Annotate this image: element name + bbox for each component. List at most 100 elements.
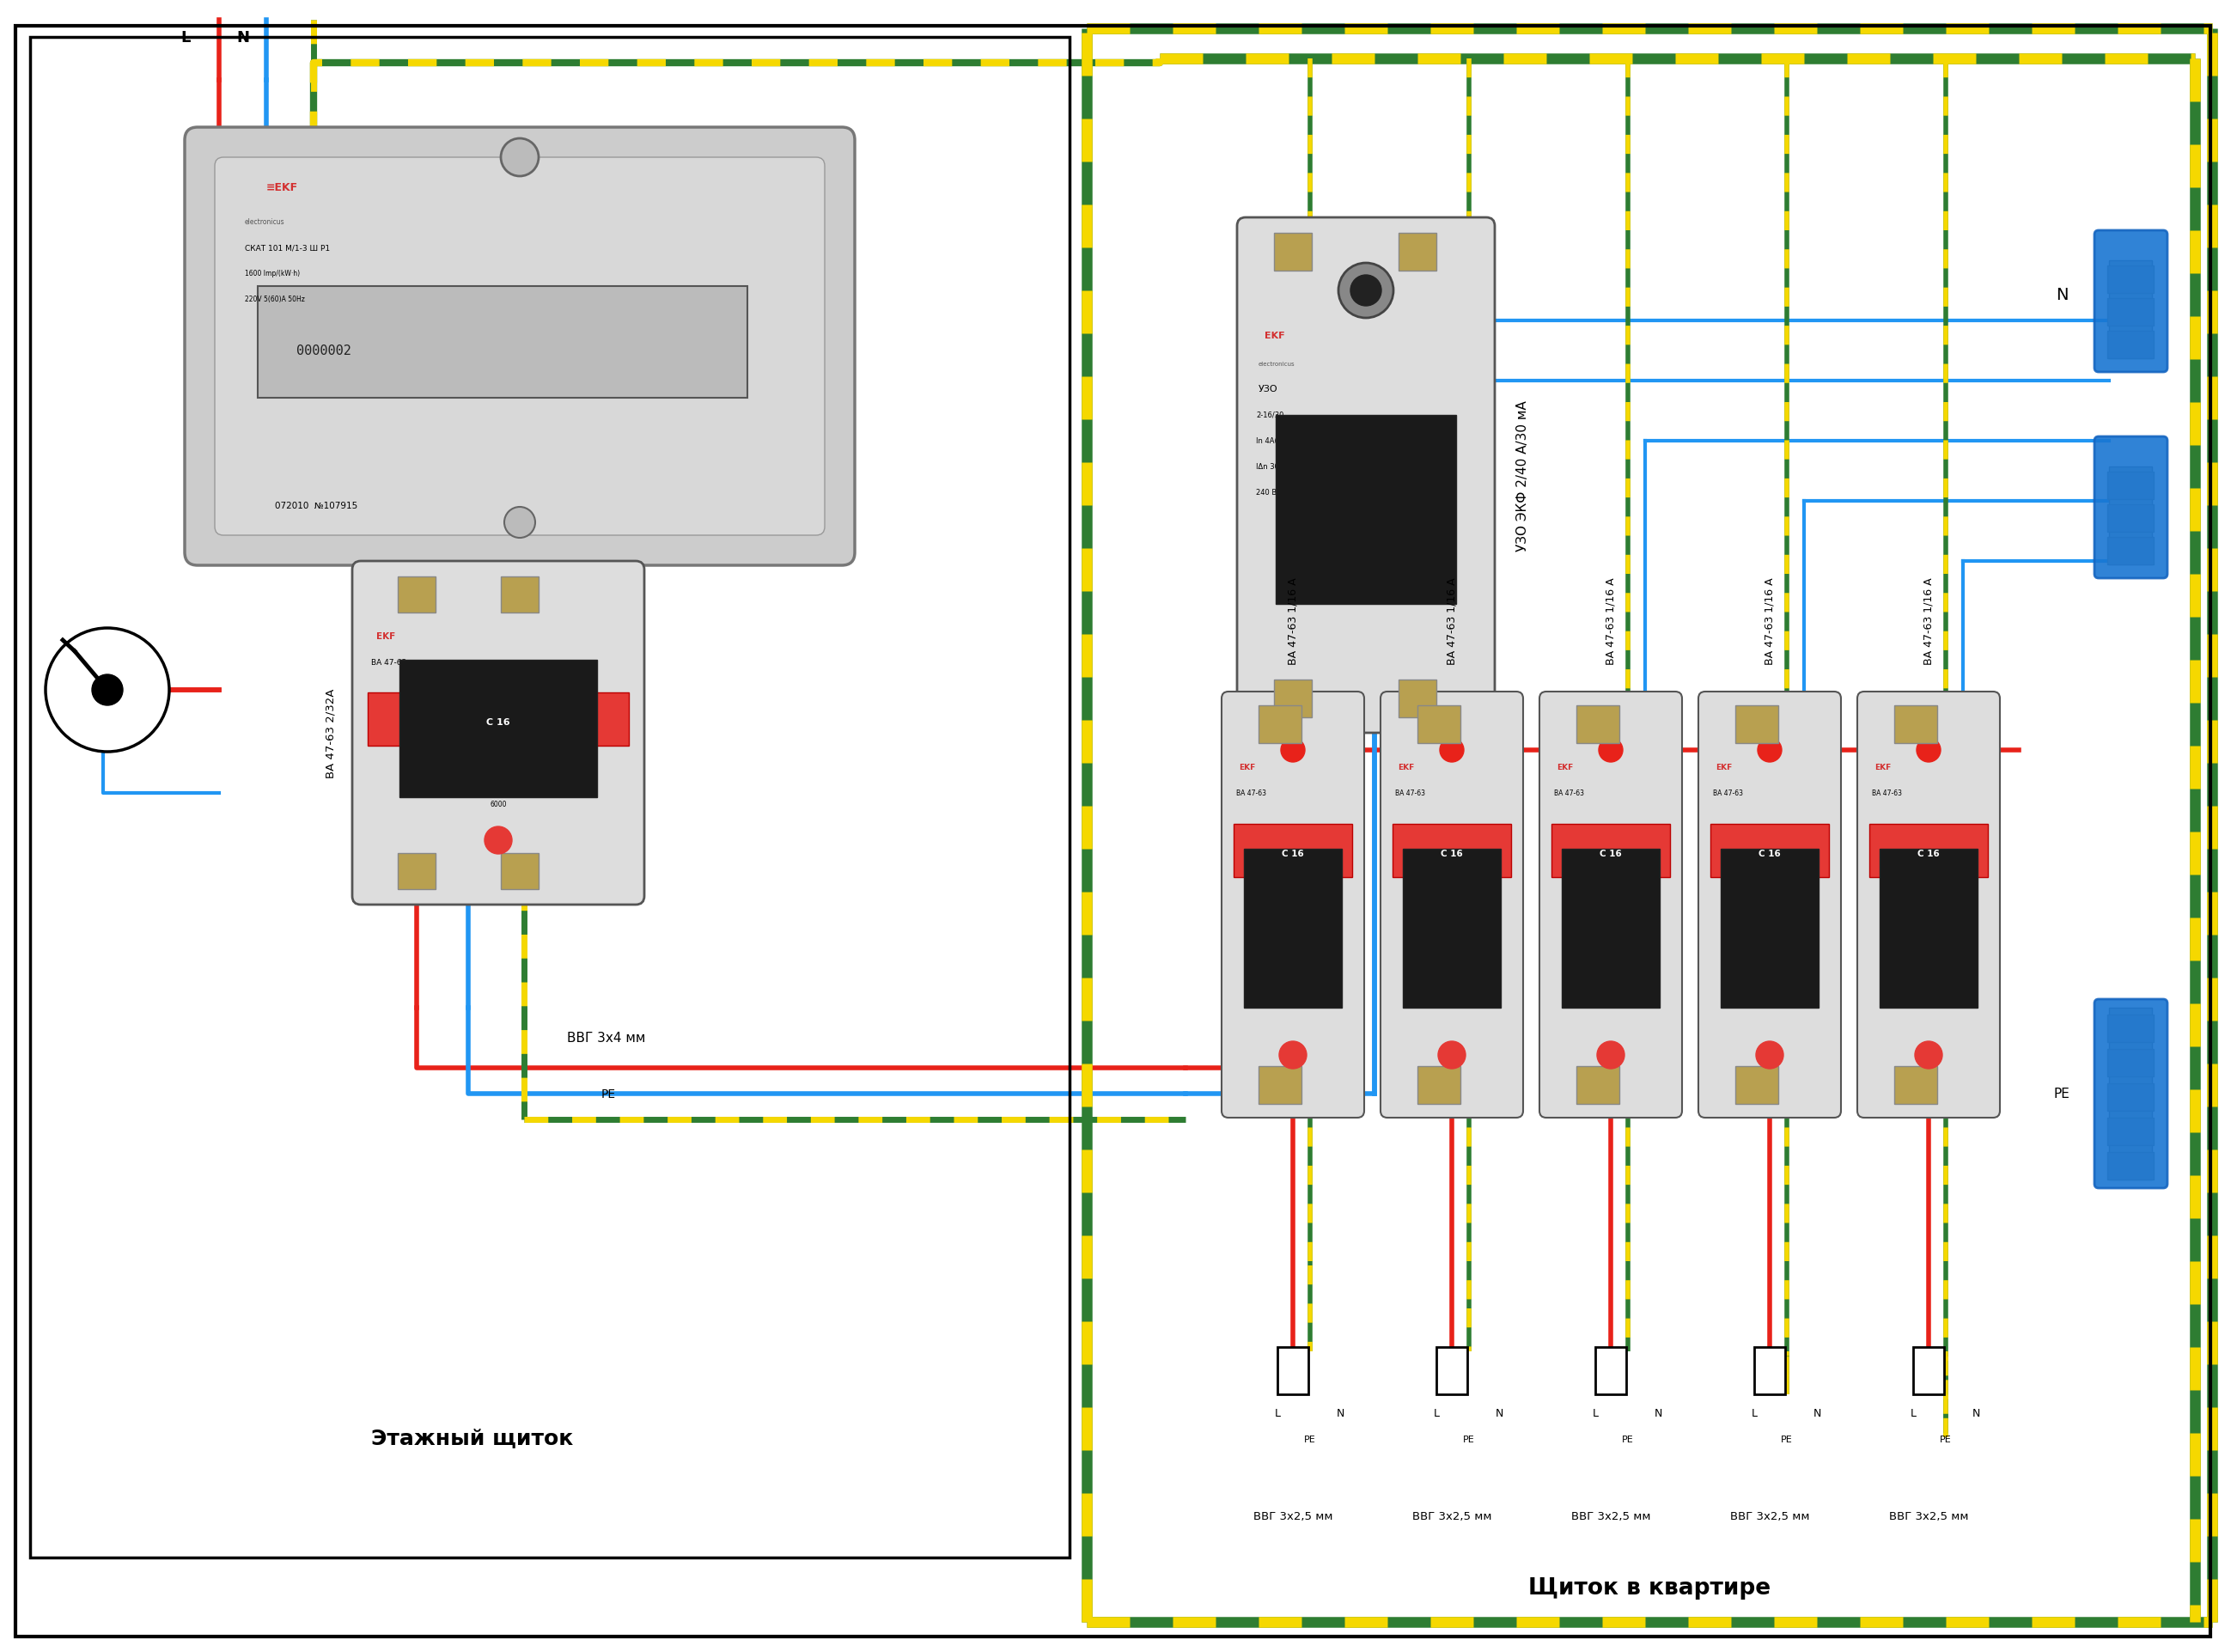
FancyBboxPatch shape — [215, 159, 825, 535]
Text: 6000: 6000 — [1922, 937, 1937, 942]
Bar — [1398, 233, 1436, 271]
Bar — [2107, 506, 2154, 532]
FancyBboxPatch shape — [1221, 692, 1365, 1118]
Circle shape — [1756, 1041, 1783, 1069]
Text: СКАТ 101 М/1-3 Ш Р1: СКАТ 101 М/1-3 Ш Р1 — [244, 244, 331, 253]
Bar — [1394, 824, 1510, 877]
Text: ВВГ 3х4 мм: ВВГ 3х4 мм — [566, 1031, 646, 1044]
Text: EKF: EKF — [1239, 763, 1255, 771]
Bar — [1895, 705, 1937, 743]
Bar — [2107, 299, 2154, 327]
Text: ВА 47-63 1/16 А: ВА 47-63 1/16 А — [1924, 577, 1935, 664]
Text: 1600 Imp/(kW·h): 1600 Imp/(kW·h) — [244, 269, 300, 278]
Bar — [1275, 681, 1311, 719]
FancyBboxPatch shape — [1237, 218, 1494, 733]
FancyBboxPatch shape — [1380, 692, 1523, 1118]
Bar — [501, 577, 539, 613]
Circle shape — [1338, 264, 1394, 319]
Text: IΔn 30 mA: IΔn 30 mA — [1255, 463, 1293, 471]
Text: ВА 47-63 1/16 А: ВА 47-63 1/16 А — [1447, 577, 1456, 664]
Bar — [1259, 705, 1302, 743]
Text: ЭКУBB: ЭКУBB — [1602, 907, 1622, 912]
Text: 072010  №107915: 072010 №107915 — [275, 502, 358, 510]
Circle shape — [1758, 738, 1781, 763]
Text: In 4A(2): In 4A(2) — [1255, 438, 1284, 444]
Bar — [2107, 1118, 2154, 1145]
Text: С 16: С 16 — [1282, 849, 1304, 857]
FancyBboxPatch shape — [186, 127, 855, 567]
Bar — [2107, 1084, 2154, 1112]
Circle shape — [1441, 738, 1463, 763]
Circle shape — [1597, 1041, 1624, 1069]
Text: EKF: EKF — [1398, 763, 1414, 771]
Bar — [1418, 705, 1461, 743]
Circle shape — [1280, 1041, 1306, 1069]
Text: 220V 5(60)A 50Hz: 220V 5(60)A 50Hz — [244, 296, 304, 304]
Bar — [2109, 468, 2152, 565]
Circle shape — [501, 139, 539, 177]
Text: N: N — [1812, 1408, 1821, 1419]
Bar — [398, 577, 436, 613]
Bar — [1577, 1067, 1620, 1104]
Bar — [1552, 824, 1671, 877]
FancyBboxPatch shape — [2094, 231, 2168, 373]
Bar — [2107, 332, 2154, 358]
Bar — [2107, 537, 2154, 565]
Bar — [1870, 824, 1989, 877]
Bar — [1895, 1067, 1937, 1104]
Circle shape — [1351, 276, 1382, 307]
Text: ВВГ 3х2,5 мм: ВВГ 3х2,5 мм — [1570, 1510, 1651, 1521]
Bar — [257, 287, 747, 398]
Text: N: N — [1971, 1408, 1980, 1419]
Text: L: L — [1434, 1408, 1438, 1419]
Text: electronicus: electronicus — [1259, 362, 1295, 367]
Text: ВВГ 3х2,5 мм: ВВГ 3х2,5 мм — [1729, 1510, 1810, 1521]
Text: ВА 47-63: ВА 47-63 — [1555, 790, 1584, 796]
Text: PE: PE — [1622, 1436, 1633, 1444]
FancyBboxPatch shape — [2094, 999, 2168, 1188]
Text: Щиток в квартире: Щиток в квартире — [1528, 1576, 1769, 1599]
Text: PE: PE — [2054, 1087, 2069, 1100]
Circle shape — [92, 676, 123, 705]
Text: L: L — [1275, 1408, 1280, 1419]
Text: 0000002: 0000002 — [295, 345, 351, 357]
Bar — [1275, 233, 1311, 271]
Bar — [1418, 1067, 1461, 1104]
Bar — [400, 661, 597, 798]
Text: N: N — [1653, 1408, 1662, 1419]
FancyBboxPatch shape — [1857, 692, 2000, 1118]
Text: С 16: С 16 — [1441, 849, 1463, 857]
Text: ВА 47-63: ВА 47-63 — [1872, 790, 1901, 796]
Circle shape — [45, 628, 170, 752]
Text: PE: PE — [602, 1089, 615, 1100]
Bar — [2107, 266, 2154, 294]
FancyBboxPatch shape — [1539, 692, 1682, 1118]
Text: ВВГ 3х2,5 мм: ВВГ 3х2,5 мм — [1253, 1510, 1333, 1521]
Text: С 16: С 16 — [485, 719, 510, 727]
Text: 2-16/30: 2-16/30 — [1255, 411, 1284, 420]
Bar — [1398, 681, 1436, 719]
Text: N: N — [1494, 1408, 1503, 1419]
Text: УЗО: УЗО — [1259, 385, 1277, 393]
Text: ВВГ 3х2,5 мм: ВВГ 3х2,5 мм — [1888, 1510, 1969, 1521]
Text: PE: PE — [1463, 1436, 1474, 1444]
Text: ВА 47-63 1/16 А: ВА 47-63 1/16 А — [1286, 577, 1297, 664]
Circle shape — [1438, 1041, 1465, 1069]
Text: ≡EKF: ≡EKF — [266, 182, 298, 193]
Text: ЭКУBB: ЭКУBB — [1282, 907, 1302, 912]
Bar — [1561, 849, 1660, 1008]
Text: ВА 47-63 1/16 А: ВА 47-63 1/16 А — [1765, 577, 1776, 664]
Text: 240 В: 240 В — [1255, 489, 1277, 496]
Bar — [2107, 1014, 2154, 1042]
Text: L: L — [1593, 1408, 1597, 1419]
Text: N: N — [2056, 287, 2067, 304]
Text: ВВГ 3х2,5 мм: ВВГ 3х2,5 мм — [1412, 1510, 1492, 1521]
Bar — [2109, 1008, 2152, 1180]
Text: N: N — [237, 30, 248, 46]
Text: PE: PE — [1304, 1436, 1315, 1444]
Text: electronicus: electronicus — [244, 218, 284, 226]
Circle shape — [503, 507, 535, 539]
Text: ВА 47-63 1/16 А: ВА 47-63 1/16 А — [1606, 577, 1617, 664]
Bar — [2107, 1153, 2154, 1180]
Text: 6000: 6000 — [1763, 937, 1778, 942]
